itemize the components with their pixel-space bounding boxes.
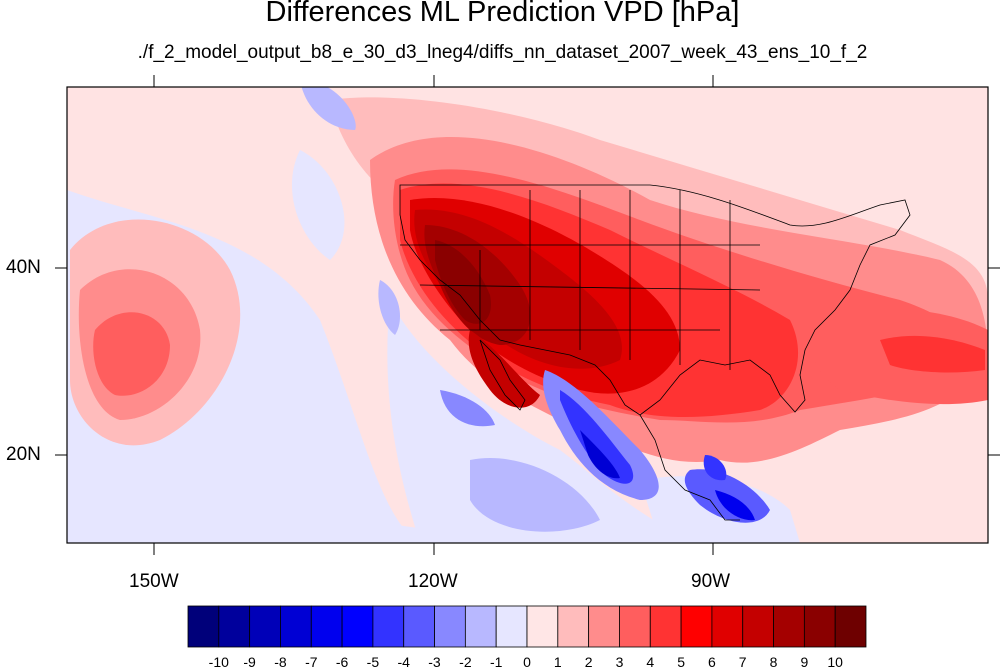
colorbar-swatch <box>526 605 559 648</box>
colorbar-tick-label: 1 <box>553 654 562 670</box>
colorbar <box>187 605 867 648</box>
colorbar-swatch <box>249 605 281 648</box>
coastal-neg <box>378 280 400 335</box>
colorbar-tick-label: 2 <box>584 654 593 670</box>
colorbar-swatch <box>434 605 466 648</box>
colorbar-swatch <box>310 605 343 648</box>
colorbar-tick-label: -9 <box>243 654 256 670</box>
colorbar-tick-label: 3 <box>615 654 624 670</box>
southwest-neutral <box>67 475 240 505</box>
map-subtitle: ./f_2_model_output_b8_e_30_d3_lneg4/diff… <box>137 42 868 63</box>
ocean-neutral-bottom <box>67 504 500 543</box>
colorbar-swatch <box>803 605 836 648</box>
colorbar-tick-label: -1 <box>489 654 503 670</box>
colorbar-tick-label: -5 <box>366 654 380 670</box>
lat-label-40n: 40N <box>6 257 41 278</box>
pacific-neg <box>440 390 495 427</box>
colorbar-tick-label: -10 <box>208 654 229 670</box>
ocean-neutral-south <box>387 300 700 543</box>
coastline-outline <box>399 184 911 521</box>
map-frame <box>66 86 989 544</box>
gulf-california-neg-3 <box>580 430 620 479</box>
colorbar-tick-label: -4 <box>397 654 410 670</box>
central-america-neg-3 <box>715 490 755 521</box>
colorbar-tick-label: 7 <box>738 654 747 670</box>
colorbar-swatch <box>187 605 220 648</box>
atlantic-anomaly-2 <box>880 335 985 373</box>
lat-label-20n: 20N <box>6 444 41 465</box>
colorbar-swatch <box>711 605 744 648</box>
pacific-anomaly-3 <box>93 312 170 396</box>
colorbar-tick-label: -2 <box>459 654 472 670</box>
colorbar-tick-label: 5 <box>677 654 685 670</box>
colorbar-tick-label: 10 <box>827 654 843 670</box>
southern-neg <box>470 458 600 532</box>
colorbar-swatch <box>341 605 374 648</box>
north-coast-neg <box>301 87 356 130</box>
colorbar-swatch <box>680 605 713 648</box>
colorbar-tick-label: -7 <box>305 654 318 670</box>
contour-field <box>67 87 988 543</box>
colorbar-swatch <box>773 605 805 648</box>
map-ticks <box>55 75 1000 555</box>
colorbar-tick-label: 9 <box>800 654 809 670</box>
colorbar-tick-label: -6 <box>335 654 349 670</box>
colorbar-swatch <box>403 605 435 648</box>
colorbar-swatch <box>834 605 867 648</box>
lon-label-150w: 150W <box>129 571 179 592</box>
colorbar-tick-label: 6 <box>707 654 716 670</box>
gulf-california-neg-2 <box>560 390 634 484</box>
central-america-neg-2 <box>703 455 727 481</box>
colorbar-tick-label: 4 <box>646 654 655 670</box>
colorbar-swatch <box>619 605 651 648</box>
colorbar-swatch <box>372 605 405 648</box>
lon-label-120w: 120W <box>408 571 458 592</box>
colorbar-tick-label: -3 <box>428 654 441 670</box>
colorbar-swatch <box>557 605 590 648</box>
map-title: Differences ML Prediction VPD [hPa] <box>265 0 740 28</box>
colorbar-swatch <box>649 605 682 648</box>
colorbar-swatch <box>280 605 312 648</box>
colorbar-tick-label: 0 <box>523 654 531 670</box>
colorbar-tick-label: -8 <box>274 654 287 670</box>
land-anomaly-7 <box>435 240 491 324</box>
lon-label-90w: 90W <box>691 571 731 592</box>
colorbar-tick-label: 8 <box>769 654 778 670</box>
colorbar-swatch <box>742 605 774 648</box>
ocean-neutral-coast <box>291 150 345 260</box>
colorbar-swatch <box>218 605 251 648</box>
colorbar-swatch <box>495 605 528 648</box>
colorbar-swatch <box>588 605 620 648</box>
colorbar-swatch <box>464 605 497 648</box>
